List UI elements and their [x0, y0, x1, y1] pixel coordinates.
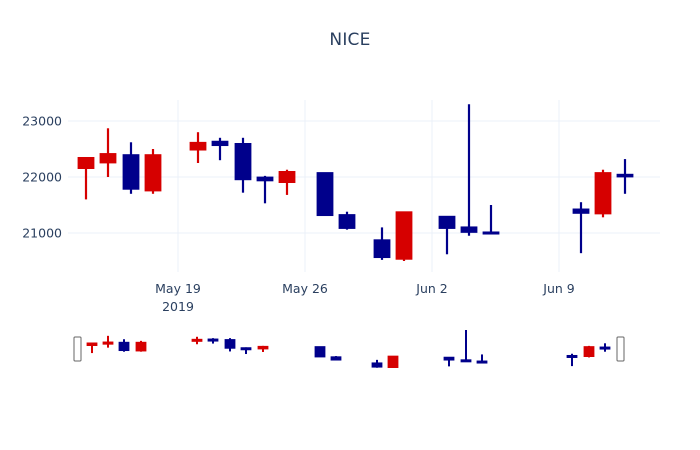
candlestick[interactable]	[122, 142, 140, 194]
gridlines	[68, 100, 660, 272]
x-axis-tick-label: May 26	[282, 281, 328, 296]
candlestick[interactable]	[144, 149, 162, 194]
candle-body	[211, 140, 229, 147]
y-axis-tick-label: 23000	[22, 114, 62, 129]
candlestick[interactable]	[118, 339, 130, 352]
candle-body	[460, 359, 472, 363]
rangeslider-series[interactable]	[86, 330, 611, 368]
candle-body	[99, 153, 117, 164]
x-axis-tick-label: Jun 2	[415, 281, 447, 296]
candle-body	[616, 173, 634, 178]
candle-body	[122, 154, 140, 190]
candlestick[interactable]	[316, 172, 334, 217]
candlestick[interactable]	[314, 346, 326, 358]
candle-body	[102, 341, 114, 345]
candle-body	[144, 154, 162, 192]
candle-body	[86, 342, 98, 347]
candlestick[interactable]	[460, 104, 478, 236]
candlestick[interactable]	[330, 356, 342, 361]
candle-body	[77, 156, 95, 169]
candle-body	[338, 214, 356, 229]
candle-body	[373, 239, 391, 259]
candlestick[interactable]	[566, 353, 578, 367]
candle-body	[234, 142, 252, 181]
candlestick[interactable]	[395, 211, 413, 261]
candle-body	[594, 172, 612, 215]
candlestick[interactable]	[572, 202, 590, 254]
candle-body	[240, 347, 252, 351]
candlestick[interactable]	[99, 128, 117, 177]
candle-body	[387, 355, 399, 368]
candlestick[interactable]	[207, 338, 219, 344]
candlestick[interactable]	[77, 156, 95, 200]
candle-body	[599, 346, 611, 350]
candlestick[interactable]	[191, 336, 203, 345]
candle-body	[443, 356, 455, 361]
x-axis-tick-label: 2019	[162, 299, 194, 314]
candlestick[interactable]	[240, 347, 252, 355]
candle-body	[460, 226, 478, 233]
rangeslider-left-handle[interactable]	[73, 336, 82, 362]
candlestick[interactable]	[256, 175, 274, 204]
candlestick[interactable]	[86, 342, 98, 354]
candlestick[interactable]	[616, 159, 634, 194]
candlestick[interactable]	[211, 137, 229, 161]
candle-body	[118, 341, 130, 352]
candlestick[interactable]	[443, 356, 455, 367]
candle-body	[191, 338, 203, 342]
candle-body	[256, 176, 274, 182]
candle-body	[257, 345, 269, 350]
candle-body	[278, 170, 296, 183]
candle-body	[371, 362, 383, 368]
candlestick[interactable]	[189, 132, 207, 163]
candlestick[interactable]	[460, 330, 472, 363]
candle-body	[189, 141, 207, 151]
candle-body	[316, 172, 334, 217]
x-axis-tick-label: Jun 9	[542, 281, 575, 296]
candlestick-series[interactable]	[77, 104, 634, 261]
candle-body	[476, 360, 488, 364]
candlestick[interactable]	[594, 169, 612, 218]
candlestick[interactable]	[257, 345, 269, 352]
x-axis-tick-label: May 19	[155, 281, 201, 296]
candlestick[interactable]	[482, 205, 500, 235]
candlestick[interactable]	[583, 345, 595, 358]
candlestick[interactable]	[278, 169, 296, 195]
candle-body	[314, 346, 326, 358]
rangeslider-right-handle[interactable]	[616, 336, 625, 362]
candle-body	[224, 339, 236, 349]
candle-body	[482, 231, 500, 235]
candlestick[interactable]	[135, 340, 147, 352]
candlestick[interactable]	[476, 354, 488, 364]
candlestick[interactable]	[371, 359, 383, 368]
candle-body	[566, 354, 578, 358]
candle-body	[135, 341, 147, 352]
candlestick[interactable]	[373, 227, 391, 260]
candlestick[interactable]	[338, 211, 356, 230]
candle-body	[438, 215, 456, 229]
candle-body	[395, 211, 413, 260]
page-title: NICE	[329, 30, 371, 50]
y-axis-tick-label: 21000	[22, 226, 62, 241]
candlestick[interactable]	[224, 338, 236, 352]
candlestick[interactable]	[234, 137, 252, 193]
x-axis-tick-labels: May 19 2019 May 26 Jun 2 Jun 9	[155, 281, 575, 314]
candle-body	[330, 356, 342, 361]
candlestick[interactable]	[438, 215, 456, 255]
candlestick[interactable]	[387, 355, 399, 368]
y-axis-tick-label: 22000	[22, 170, 62, 185]
candlestick[interactable]	[102, 335, 114, 348]
rangeslider-handles[interactable]	[73, 336, 625, 362]
candlestick[interactable]	[599, 343, 611, 352]
candle-body	[572, 208, 590, 214]
y-axis-tick-labels: 21000 22000 23000	[22, 114, 62, 241]
candle-body	[583, 346, 595, 357]
candle-body	[207, 338, 219, 342]
